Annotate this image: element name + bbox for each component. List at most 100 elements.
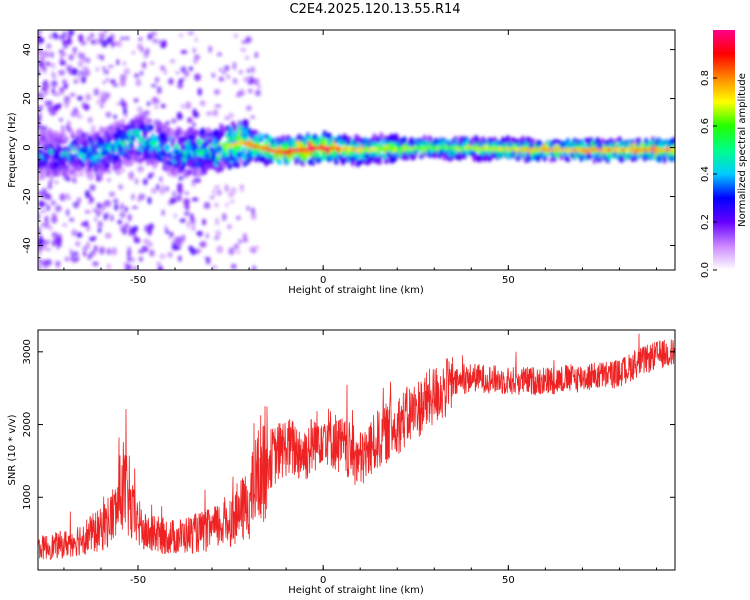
noise-cell xyxy=(61,79,68,85)
noise-cell xyxy=(103,200,109,205)
noise-cell xyxy=(131,50,135,55)
noise-cell xyxy=(215,217,220,226)
noise-cell xyxy=(238,238,242,245)
ridge-cell xyxy=(462,152,467,158)
ridge-cell xyxy=(254,155,259,163)
ridge-cell xyxy=(340,157,346,166)
noise-cell xyxy=(183,211,190,216)
ridge-cell xyxy=(129,141,134,149)
noise-cell xyxy=(196,231,203,236)
ridge-cell xyxy=(105,162,111,169)
noise-cell xyxy=(131,193,135,201)
ridge-cell xyxy=(209,146,214,153)
ridge-cell xyxy=(207,128,212,134)
noise-cell xyxy=(253,78,260,86)
noise-cell xyxy=(195,173,200,177)
noise-cell xyxy=(61,39,68,45)
noise-cell xyxy=(38,30,41,37)
y-tick-label: 40 xyxy=(22,43,33,56)
ridge-cell xyxy=(130,134,136,142)
noise-cell xyxy=(40,50,48,55)
noise-cell xyxy=(43,79,48,86)
ridge-cell xyxy=(204,148,209,154)
noise-cell xyxy=(76,232,83,238)
ridge-cell xyxy=(49,167,54,175)
noise-cell xyxy=(75,240,81,247)
noise-cell xyxy=(141,62,147,69)
ridge-cell xyxy=(565,157,571,163)
noise-cell xyxy=(41,125,48,131)
noise-cell xyxy=(45,204,51,212)
ridge-cell xyxy=(79,170,84,177)
ridge-cell xyxy=(125,159,131,167)
noise-cell xyxy=(149,249,155,257)
noise-cell xyxy=(177,185,182,193)
ridge-cell xyxy=(275,136,281,144)
noise-cell xyxy=(72,46,78,53)
noise-cell xyxy=(150,84,157,88)
noise-cell xyxy=(156,183,160,191)
ridge-cell xyxy=(487,154,492,162)
noise-cell xyxy=(116,39,123,48)
ridge-cell xyxy=(199,134,204,140)
noise-cell xyxy=(114,203,119,211)
noise-cell xyxy=(227,112,235,119)
noise-cell xyxy=(180,104,186,109)
noise-cell xyxy=(38,121,43,130)
noise-cell xyxy=(112,83,119,87)
ridge-cell xyxy=(165,145,171,152)
noise-cell xyxy=(203,201,211,210)
noise-cell xyxy=(38,116,41,124)
noise-cell xyxy=(249,246,255,253)
noise-cell xyxy=(51,232,58,239)
noise-cell xyxy=(169,231,174,237)
noise-cell xyxy=(150,187,157,194)
noise-cell xyxy=(74,107,78,112)
noise-cell xyxy=(105,111,112,118)
noise-cell xyxy=(110,214,114,222)
noise-cell xyxy=(242,233,247,239)
ridge-cell xyxy=(62,134,67,141)
noise-cell xyxy=(43,221,50,229)
noise-cell xyxy=(136,106,143,112)
noise-cell xyxy=(84,209,90,214)
noise-cell xyxy=(62,43,69,49)
y-tick-label: 0 xyxy=(22,144,33,150)
noise-cell xyxy=(118,184,123,191)
ridge-cell xyxy=(527,155,532,162)
noise-cell xyxy=(103,69,110,75)
ridge-cell xyxy=(550,139,556,146)
noise-cell xyxy=(177,81,184,89)
noise-cell xyxy=(254,51,259,59)
noise-cell xyxy=(85,241,91,250)
noise-cell xyxy=(133,237,141,244)
noise-cell xyxy=(134,72,139,79)
noise-cell xyxy=(245,56,249,60)
noise-cell xyxy=(93,88,100,96)
noise-cell xyxy=(39,105,43,112)
noise-cell xyxy=(53,33,58,40)
spectrogram-y-label: Frequency (Hz) xyxy=(7,112,18,188)
ridge-cell xyxy=(160,131,166,140)
ridge-cell xyxy=(375,136,381,143)
noise-cell xyxy=(154,105,158,109)
ridge-cell xyxy=(294,157,299,165)
noise-cell xyxy=(147,241,153,248)
ridge-cell xyxy=(255,137,261,143)
noise-cell xyxy=(169,197,177,204)
ridge-cell xyxy=(92,148,97,155)
noise-cell xyxy=(71,229,78,237)
noise-cell xyxy=(122,61,126,66)
noise-cell xyxy=(232,61,237,70)
y-tick-label: 2000 xyxy=(22,412,33,437)
noise-cell xyxy=(38,112,42,118)
spectrogram-x-label: Height of straight line (km) xyxy=(288,285,424,296)
noise-cell xyxy=(235,215,241,220)
noise-cell xyxy=(75,256,80,262)
noise-cell xyxy=(69,248,73,255)
noise-cell xyxy=(82,66,89,71)
noise-cell xyxy=(62,223,68,228)
noise-cell xyxy=(135,78,142,87)
noise-cell xyxy=(55,260,61,267)
noise-cell xyxy=(226,74,230,80)
